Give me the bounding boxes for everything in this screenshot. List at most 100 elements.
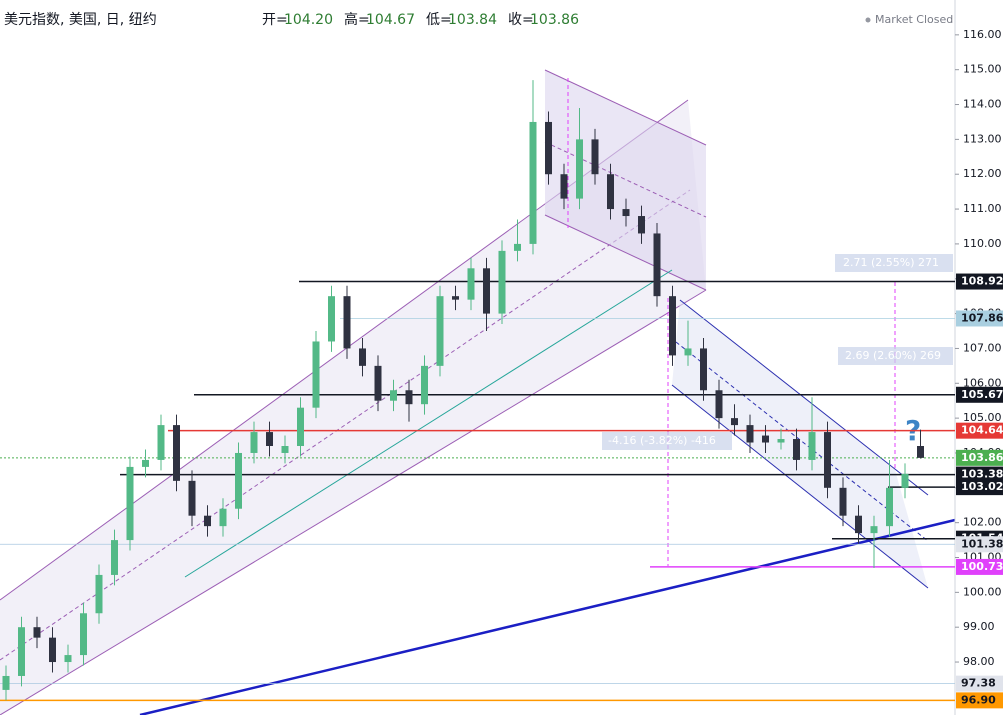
y-tick-label: 113.00 <box>963 132 1002 145</box>
y-tick-label: 100.00 <box>963 585 1002 598</box>
candle-body <box>126 466 134 541</box>
candle-body <box>328 296 335 342</box>
candle-body <box>64 655 72 663</box>
candle-body <box>467 268 475 300</box>
price-label-bg <box>956 479 1003 496</box>
candle-body <box>33 627 41 638</box>
measure-label: 2.71 (2.55%) 271 <box>843 256 939 269</box>
ohlc-label: 收= <box>508 12 534 28</box>
candle-body <box>80 613 87 656</box>
candle-body <box>560 174 568 199</box>
candle-body <box>374 365 382 401</box>
candle-body <box>204 515 211 527</box>
candle-body <box>824 432 831 488</box>
candle-body <box>281 446 289 453</box>
drawings <box>0 69 956 717</box>
price-label: 104.64 <box>961 424 1003 437</box>
candle-body <box>250 432 258 453</box>
price-label-bg <box>956 536 1003 553</box>
candle-body <box>157 425 165 460</box>
y-tick-label: 106.00 <box>963 376 1002 389</box>
price-label: 103.02 <box>961 480 1003 493</box>
channel-line <box>679 299 929 496</box>
candle-body <box>886 487 893 527</box>
y-tick-label: 115.00 <box>963 63 1002 76</box>
candle-body <box>390 390 397 401</box>
y-tick-label: 102.00 <box>963 516 1002 529</box>
y-tick-label: 114.00 <box>963 98 1002 111</box>
price-label-bg <box>956 466 1003 483</box>
ohlc-label: 开= <box>262 12 288 28</box>
price-label-bg <box>956 422 1003 439</box>
candle-body <box>188 480 196 516</box>
channel-line <box>544 214 707 291</box>
candle-body <box>901 473 909 488</box>
candle-body <box>576 139 583 199</box>
candle-body <box>607 174 614 210</box>
candle-body <box>483 268 490 314</box>
channel-fill <box>0 100 706 715</box>
measure-label: -4.16 (-3.82%) -416 <box>608 434 716 447</box>
candle-body <box>700 348 707 391</box>
price-label: 107.86 <box>961 311 1003 324</box>
candle-body <box>436 296 444 366</box>
symbol-title: 美元指数, 美国, 日, 纽约 <box>4 12 157 28</box>
channel-line <box>544 69 707 146</box>
candle-body <box>297 407 304 447</box>
ohlc-value: 104.20 <box>284 12 333 28</box>
channel-line <box>0 289 707 716</box>
candle-body <box>917 446 924 458</box>
candle-body <box>421 365 428 405</box>
price-label: 101.38 <box>961 537 1003 550</box>
y-tick-label: 98.00 <box>963 655 995 668</box>
candle-body <box>18 627 25 676</box>
price-label-bg <box>956 675 1003 692</box>
measure-label: 2.69 (2.60%) 269 <box>845 349 941 362</box>
price-label: 103.38 <box>961 468 1003 481</box>
header-bg <box>0 0 955 34</box>
price-label-bg <box>956 558 1003 575</box>
ohlc-value: 104.67 <box>366 12 415 28</box>
candle-body <box>514 243 521 251</box>
candle-body <box>111 540 118 575</box>
candle-body <box>622 209 630 217</box>
ohlc-label: 高= <box>344 11 370 28</box>
price-label-bg <box>956 273 1003 290</box>
y-tick-label: 112.00 <box>963 167 1002 180</box>
candle-body <box>529 121 537 244</box>
candle-body <box>498 250 506 314</box>
candle-body <box>870 526 878 534</box>
trend-line <box>139 518 956 717</box>
candle-body <box>746 425 754 443</box>
candle-body <box>235 452 242 509</box>
price-label: 108.92 <box>961 275 1003 288</box>
candle-body <box>266 432 273 447</box>
candle-body <box>731 418 738 426</box>
price-label: 100.73 <box>961 560 1003 573</box>
measure-box <box>602 432 732 450</box>
price-label: 103.86 <box>961 451 1003 464</box>
channel-mid <box>544 141 707 218</box>
candle-body <box>793 439 800 460</box>
y-tick-label: 110.00 <box>963 237 1002 250</box>
candle-body <box>638 216 645 234</box>
candle-body <box>312 341 320 408</box>
candle-body <box>591 139 599 175</box>
candle-body <box>715 390 723 419</box>
ohlc-value: 103.86 <box>530 12 579 28</box>
candle-body <box>653 233 661 297</box>
candle-body <box>808 432 816 460</box>
candle-body <box>173 425 180 481</box>
status-dot <box>865 17 871 23</box>
candle-body <box>777 439 785 443</box>
measure-box <box>838 347 953 365</box>
price-label-bg <box>956 449 1003 466</box>
price-label: 96.90 <box>961 693 996 706</box>
candle-body <box>452 296 459 300</box>
channel-fill <box>545 70 706 290</box>
ohlc-label: 低= <box>426 12 452 28</box>
channel-mid <box>0 189 691 661</box>
price-label-bg <box>956 310 1003 327</box>
price-label-bg <box>956 386 1003 403</box>
ohlc-header: 开=104.20 高=104.67 低=103.84 收=103.86 <box>262 11 579 28</box>
